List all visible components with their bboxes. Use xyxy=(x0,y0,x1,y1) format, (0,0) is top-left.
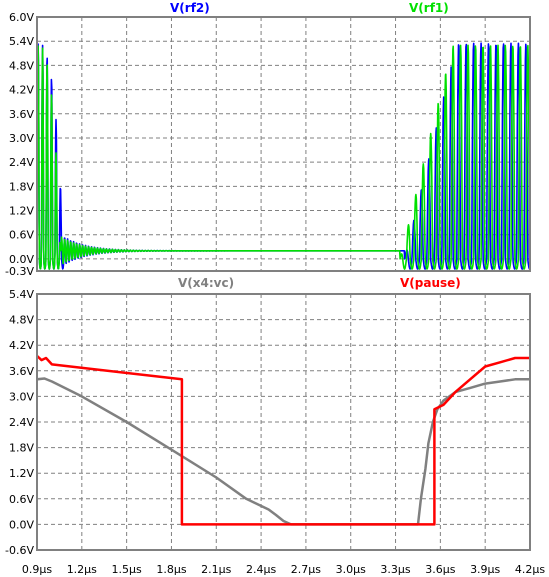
x-tick-label: 4.2µs xyxy=(515,563,545,576)
y-tick-label: 5.4V xyxy=(9,288,34,301)
y-tick-label: 4.8V xyxy=(9,314,34,327)
y-tick-label: 0.0V xyxy=(9,253,34,266)
x-tick-label: 1.5µs xyxy=(112,563,142,576)
y-tick-label: 4.2V xyxy=(9,339,34,352)
y-tick-label: 2.4V xyxy=(9,416,34,429)
y-tick-label: 3.0V xyxy=(9,390,34,403)
legend-v-pause: V(pause) xyxy=(400,276,461,290)
y-tick-label: 1.2V xyxy=(9,205,34,218)
y-tick-label: -0.3V xyxy=(5,265,34,278)
y-tick-label: 3.0V xyxy=(9,132,34,145)
x-tick-label: 2.1µs xyxy=(201,563,231,576)
legend-v-x4-vc: V(x4:vc) xyxy=(178,276,234,290)
bottom-plot-pane[interactable]: 5.4V 4.8V 4.2V 3.6V 3.0V 2.4V 1.8V 1.2V 0.6V 0.0V… xyxy=(5,276,545,576)
y-tick-label: 1.8V xyxy=(9,180,34,193)
y-tick-label: -0.6V xyxy=(5,544,34,557)
top-plot-pane[interactable]: 6.0V 5.4V 4.8V 4.2V 3.6V 3.0V 2.4V 1.8V 1.2V 0.6V… xyxy=(5,1,531,278)
y-tick-label: 4.8V xyxy=(9,59,34,72)
x-tick-label: 3.6µs xyxy=(425,563,455,576)
x-tick-label: 3.9µs xyxy=(470,563,500,576)
trace-group xyxy=(38,42,529,270)
plot-frame xyxy=(36,16,531,272)
y-tick-label: 6.0V xyxy=(9,11,34,24)
legend-v-rf1: V(rf1) xyxy=(409,1,449,15)
x-tick-label: 3.0µs xyxy=(336,563,366,576)
y-tick-label: 1.8V xyxy=(9,442,34,455)
y-tick-label: 0.6V xyxy=(9,229,34,242)
x-tick-label: 1.8µs xyxy=(156,563,186,576)
y-tick-label: 2.4V xyxy=(9,156,34,169)
x-tick-label: 2.7µs xyxy=(291,563,321,576)
y-tick-label: 5.4V xyxy=(9,35,34,48)
x-tick-label: 2.4µs xyxy=(246,563,276,576)
y-tick-label: 1.2V xyxy=(9,467,34,480)
y-tick-label: 3.6V xyxy=(9,108,34,121)
trace-v-pause xyxy=(38,355,529,526)
x-tick-label: 1.2µs xyxy=(67,563,97,576)
trace-group xyxy=(38,355,529,526)
x-tick-label: 0.9µs xyxy=(22,563,52,576)
y-tick-label: 4.2V xyxy=(9,84,34,97)
y-tick-label: 3.6V xyxy=(9,365,34,378)
y-tick-label: 0.0V xyxy=(9,518,34,531)
y-tick-label: 0.6V xyxy=(9,493,34,506)
x-tick-label: 3.3µs xyxy=(380,563,410,576)
legend-v-rf2: V(rf2) xyxy=(170,1,210,15)
trace-v-rf1 xyxy=(38,44,529,270)
